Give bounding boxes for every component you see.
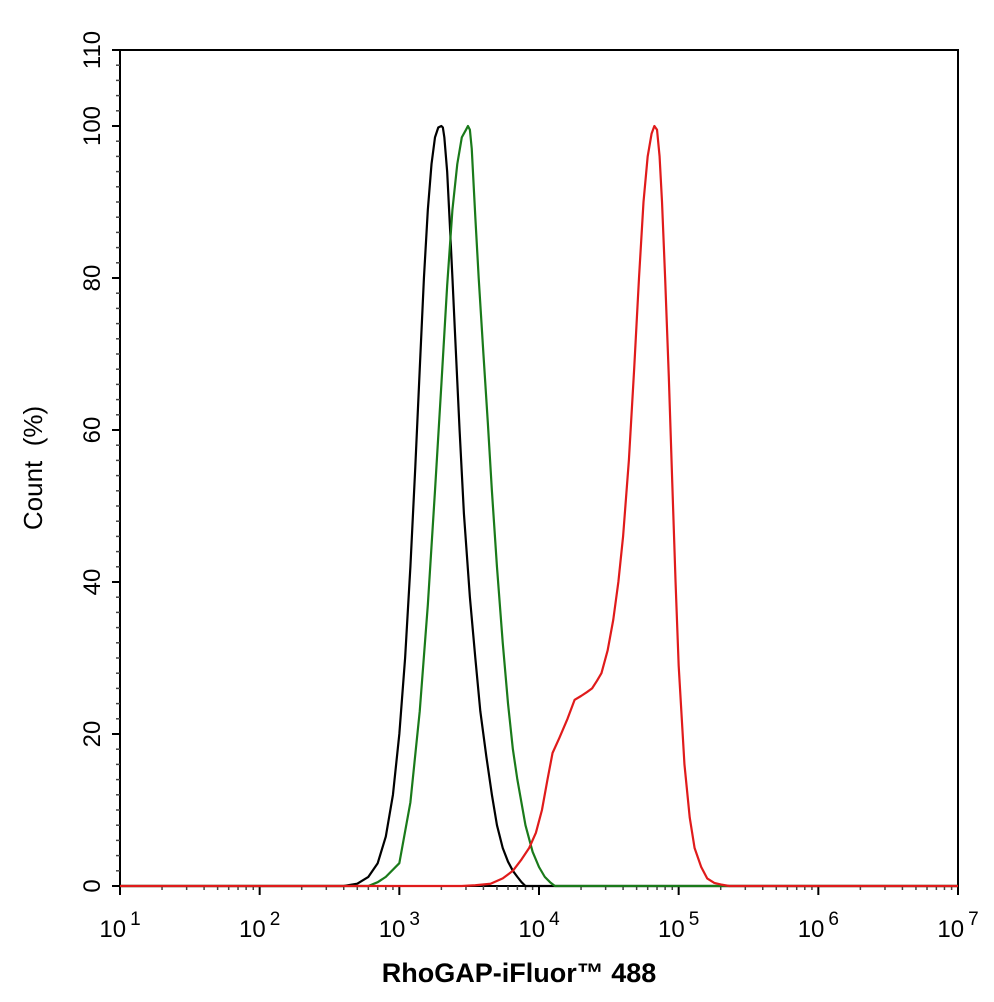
x-tick-exponent: 7 — [968, 909, 979, 930]
series-line-3 — [120, 124, 958, 888]
plot-area-frame — [119, 49, 959, 887]
series-line-1 — [120, 124, 958, 888]
x-tick-label: 10 5 — [658, 909, 699, 943]
y-tick-label: 20 — [79, 721, 106, 748]
x-tick-exponent: 1 — [130, 909, 141, 930]
x-tick-exponent: 2 — [270, 909, 281, 930]
x-tick-label: 10 6 — [798, 909, 839, 943]
x-tick-label: 10 2 — [239, 909, 280, 943]
x-tick-label: 10 3 — [379, 909, 420, 943]
x-tick-exponent: 6 — [828, 909, 839, 930]
x-axis-label: RhoGAP-iFluor™ 488 — [382, 958, 657, 988]
x-tick-exponent: 5 — [689, 909, 700, 930]
y-tick-label: 100 — [79, 106, 106, 146]
y-tick-label: 40 — [79, 569, 106, 596]
x-tick-base: 10 — [937, 916, 964, 943]
y-axis-label: Count (%) — [18, 406, 48, 530]
x-tick-base: 10 — [239, 916, 266, 943]
x-tick-labels: 10 1 10 2 10 3 10 4 10 5 10 6 10 7 — [99, 909, 978, 943]
y-major-ticks — [112, 49, 120, 887]
y-tick-label: 110 — [79, 31, 106, 69]
x-tick-base: 10 — [658, 916, 685, 943]
x-tick-base: 10 — [798, 916, 825, 943]
x-tick-label: 10 4 — [518, 909, 560, 943]
x-tick-base: 10 — [99, 916, 126, 943]
x-tick-label: 10 7 — [937, 909, 978, 943]
y-tick-label: 0 — [79, 879, 106, 892]
y-tick-label: 60 — [79, 417, 106, 444]
series-line-2 — [120, 124, 958, 888]
x-tick-exponent: 3 — [409, 909, 420, 930]
x-tick-base: 10 — [379, 916, 406, 943]
x-tick-base: 10 — [518, 916, 545, 943]
x-tick-exponent: 4 — [549, 909, 560, 930]
x-major-ticks — [119, 886, 959, 895]
x-tick-label: 10 1 — [99, 909, 140, 943]
y-tick-labels: 0 20 40 60 80 100 110 — [79, 31, 106, 893]
y-tick-label: 80 — [79, 265, 106, 292]
series-lines — [120, 124, 958, 888]
y-minor-ticks — [116, 49, 120, 887]
